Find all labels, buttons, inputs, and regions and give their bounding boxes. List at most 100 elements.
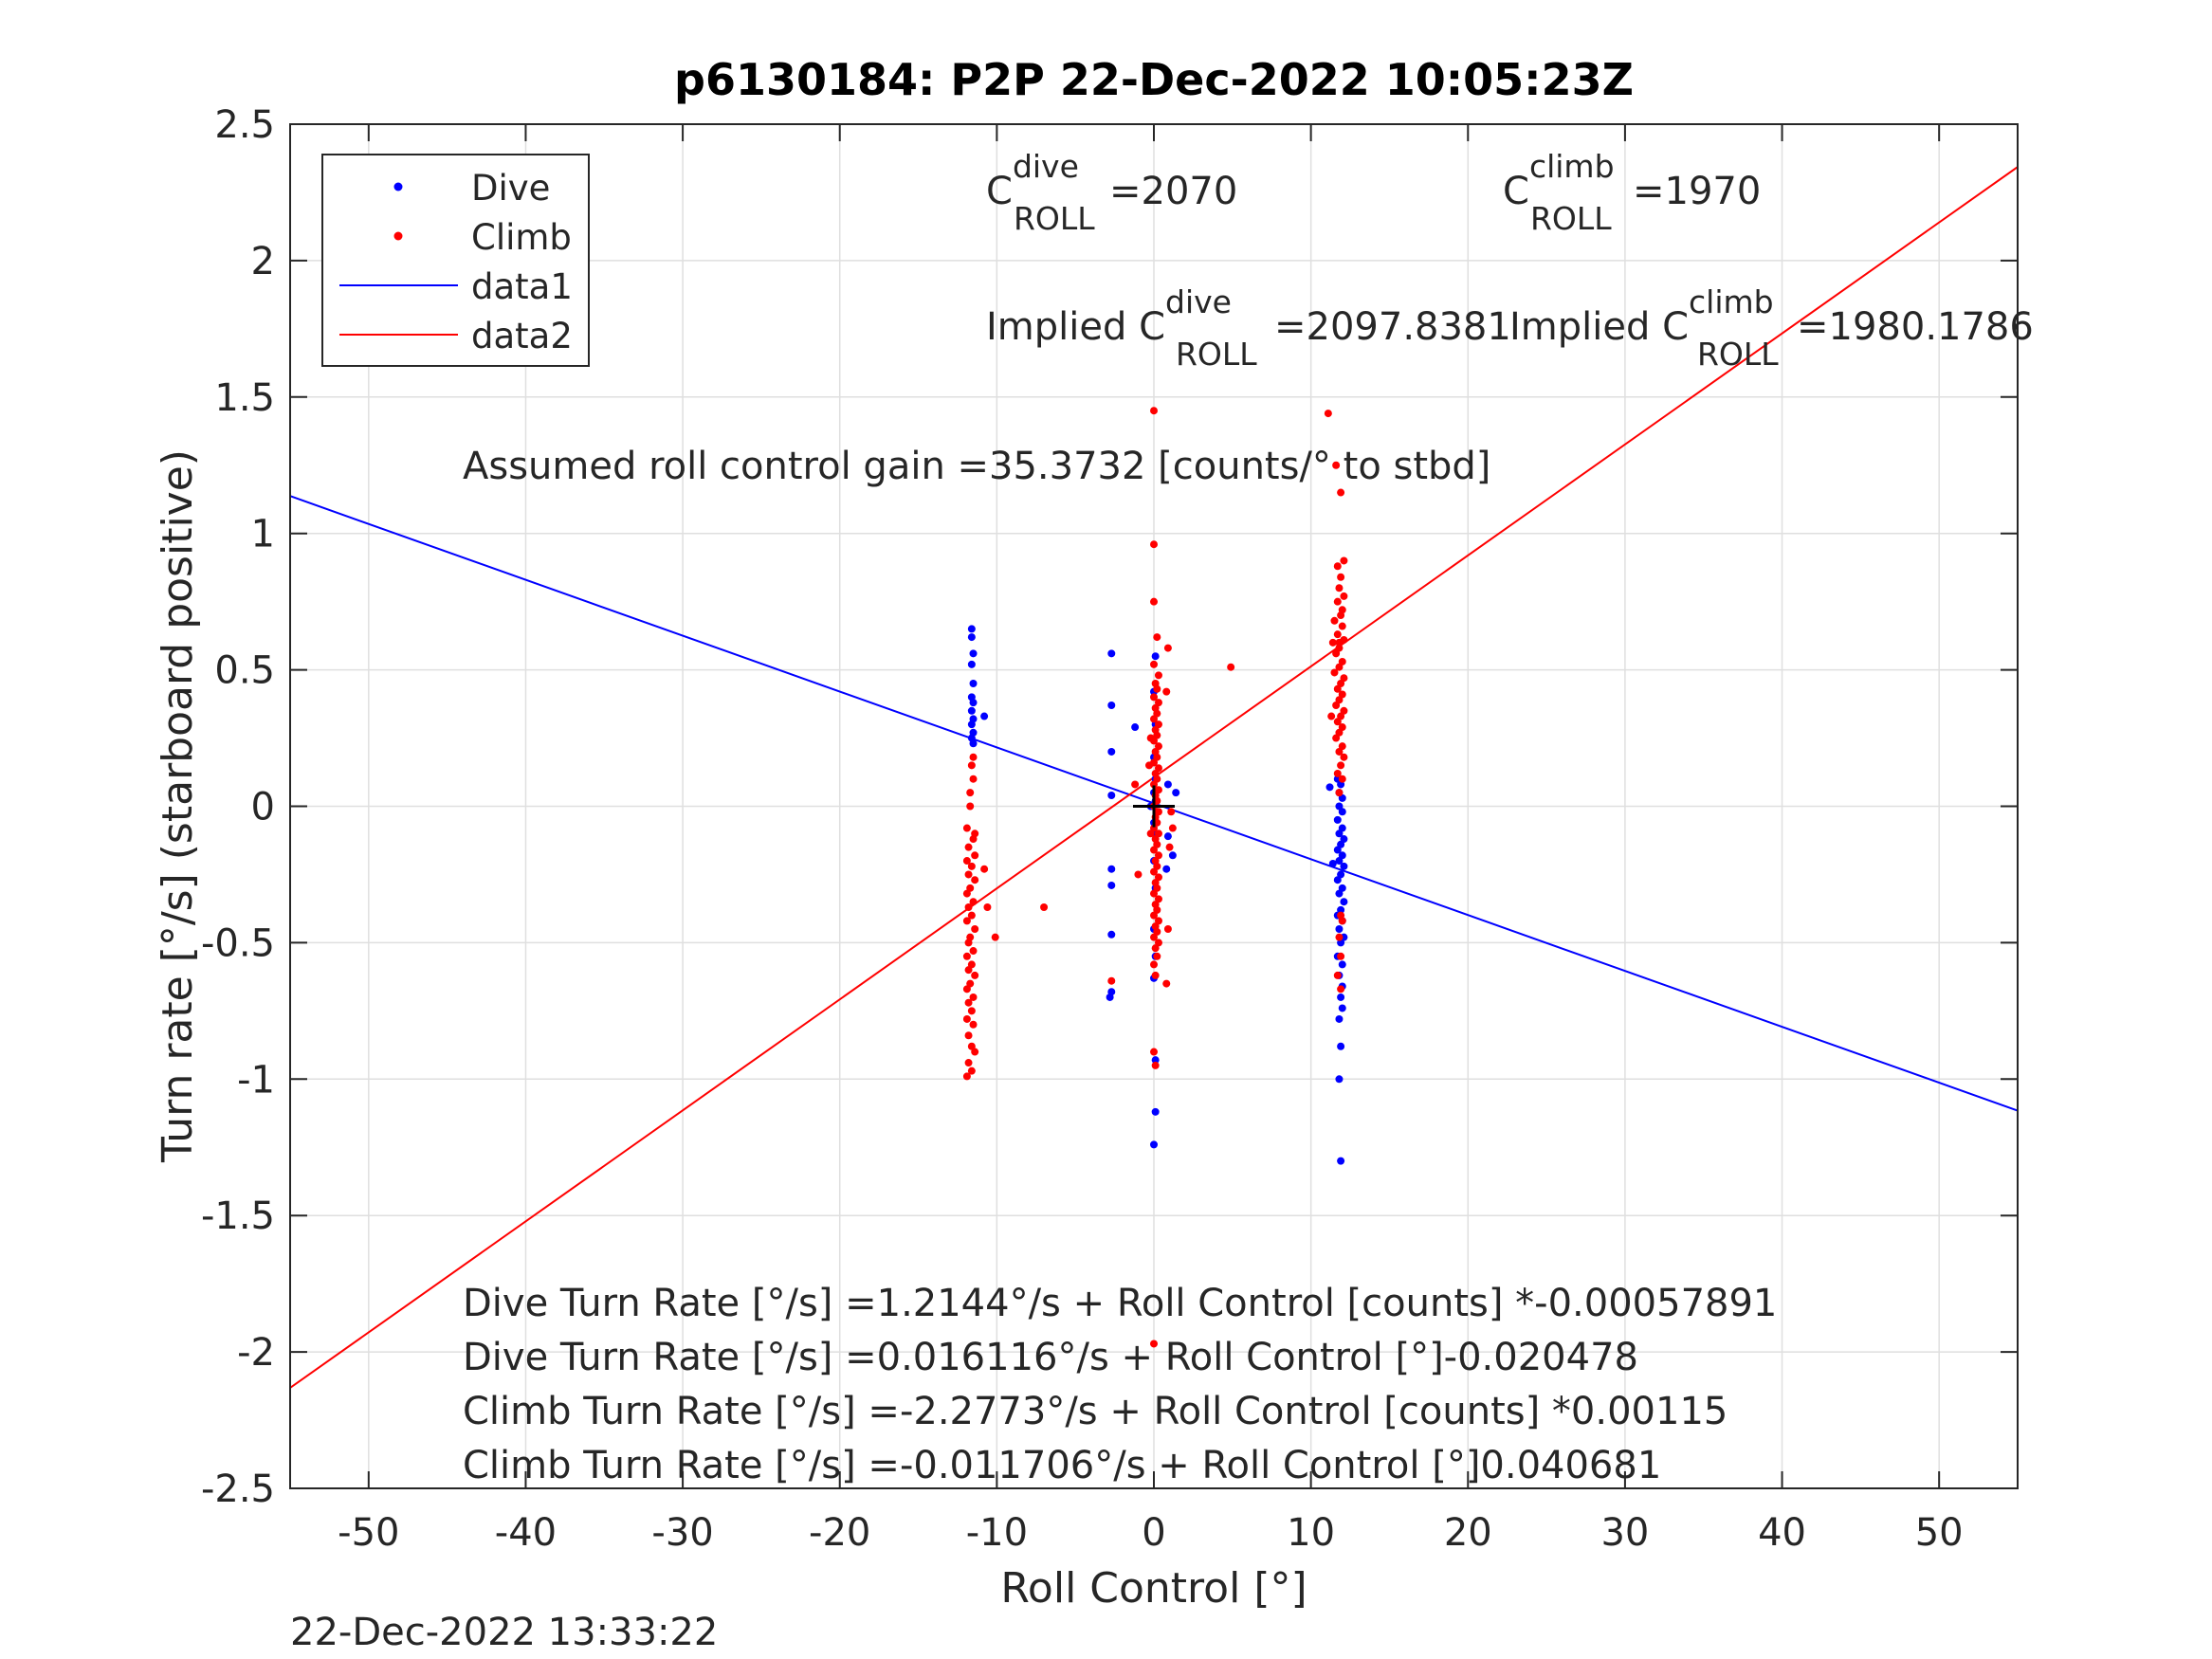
dive-point [1162,865,1171,873]
climb-point [966,789,975,797]
climb-point [969,775,978,783]
climb-point [971,876,979,884]
dive-point [1328,859,1337,867]
dive-point [1151,652,1160,661]
climb-point [1338,622,1346,630]
y-tick-label: 2 [251,240,275,283]
climb-point [962,824,971,832]
climb-point [962,917,971,925]
dive-point [1107,702,1116,710]
climb-point [1151,1061,1160,1069]
x-tick-label: 30 [1600,1511,1649,1555]
climb-point [1162,979,1171,988]
ticks [290,123,2018,1489]
climb-point [1163,925,1172,934]
climb-point [1335,789,1344,797]
dive-point [969,699,978,707]
dive-point [1340,862,1348,870]
climb-point [967,1007,976,1015]
x-tick-label: 10 [1287,1511,1335,1555]
climb-point [1338,917,1346,925]
climb-point [964,870,973,879]
climb-point [1330,616,1339,625]
y-tick-label: 2.5 [214,103,275,147]
climb-point [1150,824,1158,832]
dive-point [1338,808,1346,816]
climb-point [1150,960,1158,969]
climb-point [967,911,976,920]
legend-box [321,154,590,367]
climb-point [1150,1340,1158,1348]
climb-point [962,985,971,994]
x-tick-label: 0 [1142,1511,1165,1555]
climb-point [1150,889,1158,898]
dive-point [1335,1014,1344,1023]
dive-point [1333,815,1342,824]
dive-point [1335,830,1344,838]
climb-point [969,1020,978,1029]
timestamp: 22-Dec-2022 13:33:22 [290,1611,718,1654]
dive-point [1163,780,1172,789]
fit-equation-dive-counts: Dive Turn Rate [°/s] =1.2144°/s + Roll C… [463,1282,1777,1325]
climb-point [964,902,973,911]
climb-point [962,889,971,898]
x-tick-label: -20 [809,1511,870,1555]
chart-title: p6130184: P2P 22-Dec-2022 10:05:23Z [674,54,1634,105]
legend-climb-label: Climb [471,217,572,258]
climb-point [971,851,979,860]
climb-point [1335,663,1344,671]
climb-point [1107,976,1116,985]
climb-point [1337,573,1345,581]
dive-point [1168,851,1177,860]
climb-point [1154,671,1162,680]
c-roll-dive-base: C [986,170,1013,213]
climb-point [1153,952,1161,960]
y-tick-label: -2.5 [201,1468,275,1511]
climb-point [1167,808,1176,816]
climb-point [971,925,979,934]
fit-equation-climb-counts: Climb Turn Rate [°/s] =-2.2773°/s + Roll… [463,1390,1728,1433]
climb-point [1337,985,1345,994]
x-tick-label: -40 [495,1511,557,1555]
dive-point [1333,846,1342,854]
x-tick-label: 40 [1758,1511,1806,1555]
climb-point [1327,712,1336,720]
origin-marker [1133,785,1175,828]
climb-point [1335,747,1344,756]
dive-point [1338,960,1346,969]
fit-equation-dive-degrees: Dive Turn Rate [°/s] =0.016116°/s + Roll… [463,1336,1638,1379]
climb-point [1337,611,1345,620]
climb-point [1150,780,1158,789]
climb-point [962,952,971,960]
legend-dive-marker [393,182,403,191]
legend-data2-label: data2 [471,316,573,356]
climb-point [1150,846,1158,854]
roll-gain-text: Assumed roll control gain =35.3732 [coun… [463,445,1490,488]
climb-point [1338,775,1346,783]
implied-climb-sup: climb [1689,283,1774,320]
x-tick-label: -10 [966,1511,1028,1555]
dive-point [1333,876,1342,884]
legend: Dive Climb data1 data2 [321,154,590,367]
dive-point [1337,1042,1345,1050]
climb-point [1332,649,1341,658]
climb-point [964,843,973,851]
c-roll-climb-value: =1970 [1633,170,1761,213]
dive-point [1325,783,1334,792]
climb-point [1340,753,1348,761]
implied-dive-sup: dive [1165,283,1232,320]
climb-point [983,902,992,911]
legend-climb-marker [393,231,403,241]
climb-point [1162,687,1171,696]
climb-point [1333,630,1342,639]
dive-point [1131,723,1140,732]
climb-point [1333,971,1342,979]
dive-point [1150,1140,1158,1149]
climb-point [1337,488,1345,497]
climb-point [1150,715,1158,723]
c-roll-climb-base: C [1503,170,1529,213]
dive-point [967,660,976,668]
climb-point [1150,737,1158,745]
climb-point [962,1072,971,1081]
